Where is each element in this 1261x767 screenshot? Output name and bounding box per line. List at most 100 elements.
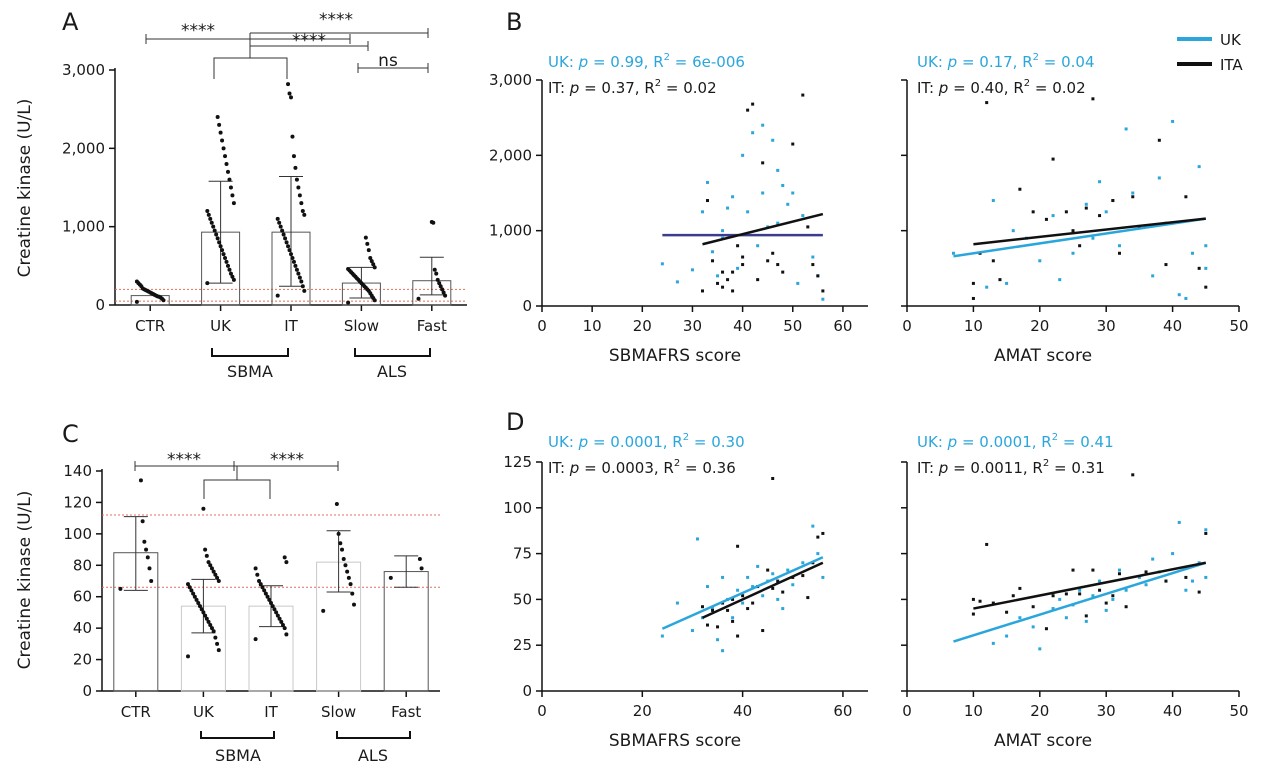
panel-d-left-xtick-label: 40 <box>733 702 752 720</box>
panel-d-right-point-ita <box>985 542 989 546</box>
panel-d-right-point-uk <box>1064 616 1068 620</box>
panel-a-data-point <box>346 300 351 305</box>
panel-b-left-point-uk <box>706 180 710 184</box>
panel-b-left-point-ita <box>706 199 710 203</box>
panel-a-data-point <box>218 130 223 135</box>
panel-d-left-point-ita <box>771 586 775 590</box>
b-left-stat-uk: UK: p = 0.99, R2 = 6e-006 <box>548 52 745 71</box>
panel-b-left-point-ita <box>761 161 765 165</box>
panel-c-data-point <box>280 623 285 627</box>
panel-d-left-point-uk <box>736 588 740 592</box>
panel-a-data-point <box>441 290 446 295</box>
panel-d-right-point-uk <box>1018 616 1022 620</box>
panel-c-data-point <box>204 553 209 558</box>
panel-b-right-point-uk <box>1104 210 1108 214</box>
panel-d-left-point-ita <box>816 535 820 539</box>
panel-b-left-point-ita <box>791 142 795 146</box>
panel-d-left-point-ita <box>766 568 770 572</box>
panel-d-right-xtick-label: 40 <box>1163 702 1182 720</box>
panel-c-data-point <box>255 572 260 577</box>
panel-c-data-point <box>191 591 196 596</box>
panel-d-right-fit-line-ita <box>973 561 1207 610</box>
panel-b-right-point-uk <box>1157 176 1161 180</box>
panel-b-left-point-uk <box>761 123 765 127</box>
panel-c-data-point <box>186 582 190 587</box>
panel-a-data-point <box>300 209 305 213</box>
panel-c-data-point <box>208 563 213 568</box>
panel-a-data-point <box>211 224 216 229</box>
panel-c-data-point <box>215 575 220 580</box>
panel-d-left-ytick-label: 75 <box>513 545 532 563</box>
sig-bracket-slow-fast <box>357 63 429 73</box>
panel-c-data-point <box>340 547 345 552</box>
panel-d-right-point-uk <box>1117 568 1121 572</box>
panel-d-right-point-uk <box>1038 647 1042 651</box>
panel-a-data-point <box>218 244 223 249</box>
panel-a-data-point <box>225 169 230 174</box>
panel-b-left-point-uk <box>731 195 735 199</box>
panel-b-right-point-uk <box>1151 274 1155 278</box>
sig-label-3: **** <box>292 31 326 51</box>
panel-c-data-point <box>345 569 350 574</box>
panel-b-left-fit-line-ita <box>702 212 824 246</box>
panel-b-left-point-uk <box>776 221 780 225</box>
panel-d-left-point-ita <box>806 596 810 600</box>
panel-c-data-point <box>265 594 270 599</box>
panel-d-right-point-uk <box>1171 552 1175 556</box>
panel-a-data-point <box>284 240 289 245</box>
sig-label-c1: **** <box>167 450 201 470</box>
panel-a-data-point <box>443 293 448 298</box>
panel-d-right-point-ita <box>1098 588 1102 592</box>
panel-d-right-point-ita <box>991 601 995 605</box>
panel-b-left-point-ita <box>700 289 704 293</box>
panel-b-left-point-uk <box>791 191 795 195</box>
legend-uk-label: UK <box>1220 31 1242 49</box>
panel-d-right-point-uk <box>1191 579 1195 583</box>
panel-b-right-point-ita <box>1031 210 1035 214</box>
panel-d-left-point-ita <box>731 619 735 623</box>
panel-a-data-point <box>366 248 371 253</box>
panel-a-data-point <box>230 274 235 279</box>
panel-b-left-point-uk <box>660 262 664 266</box>
panel-c-data-point <box>142 539 147 544</box>
sig-bracket-ctr-slow <box>145 34 351 44</box>
panel-b-left-point-ita <box>721 285 725 289</box>
panel-b-left-point-uk <box>821 297 825 301</box>
panel-d-left-point-ita <box>801 574 805 578</box>
panel-a-xtick-label: Slow <box>344 317 379 335</box>
b-right-stat-it: IT: p = 0.40, R2 = 0.02 <box>917 78 1086 97</box>
panel-c-data-point <box>417 557 422 561</box>
panel-b-left-point-ita <box>731 289 735 293</box>
panel-b-right-point-uk <box>1011 229 1015 233</box>
panel-a-significance <box>145 28 429 79</box>
panel-a-data-point <box>438 284 443 289</box>
panel-d-left-point-ita <box>781 590 785 594</box>
panel-a-data-point <box>294 177 299 182</box>
panel-d-right-point-ita <box>978 599 982 603</box>
panel-b-right-point-ita <box>985 101 989 105</box>
panel-a-data-point <box>224 162 229 166</box>
panel-d-right-point-uk <box>1084 619 1088 623</box>
panel-d-right-xtick-label: 30 <box>1097 702 1116 720</box>
panel-a-xtick-label: IT <box>284 317 298 335</box>
panel-d-right-point-uk <box>1137 575 1141 579</box>
panel-a-data-point <box>224 259 229 264</box>
panel-b-right-point-ita <box>1197 266 1201 270</box>
panel-d-right-point-uk <box>1104 608 1108 612</box>
panel-a-data-point <box>220 138 225 143</box>
panel-d-right-point-uk <box>1078 588 1082 592</box>
panel-b-right-point-uk <box>1084 202 1088 206</box>
panel-b-right-fit-line-uk <box>953 217 1206 258</box>
panel-b-right-point-ita <box>1091 97 1095 101</box>
panel-d-right-xlabel: AMAT score <box>994 731 1092 751</box>
panel-b-right-point-uk <box>1098 180 1102 184</box>
panel-a-data-point <box>217 240 222 245</box>
panel-a-data-point <box>290 256 295 260</box>
panel-c-data-point <box>334 502 339 506</box>
panel-b-left-xtick-label: 50 <box>783 317 802 335</box>
panel-c-data-point <box>201 610 206 615</box>
panel-b-left-point-ita <box>711 259 715 263</box>
panel-b-left-xtick-label: 20 <box>633 317 652 335</box>
panel-d-left-point-ita <box>706 623 710 627</box>
panel-c-data-point <box>203 547 208 552</box>
